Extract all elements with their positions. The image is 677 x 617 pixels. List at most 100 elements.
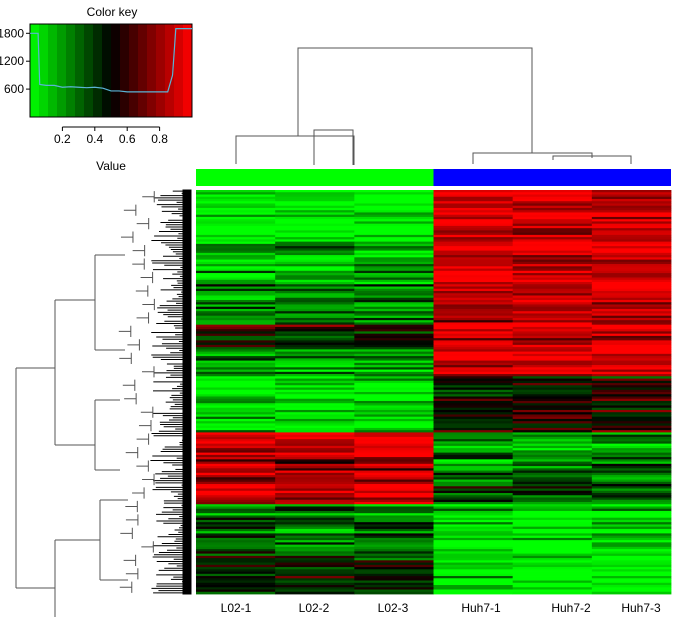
heatmap-cell: [354, 535, 434, 539]
heatmap-cell: [433, 266, 514, 269]
heatmap-cell: [433, 445, 514, 449]
heatmap-cell: [196, 284, 276, 287]
heatmap-cell: [275, 439, 355, 442]
heatmap-cell: [512, 317, 593, 321]
heatmap-cell: [196, 508, 276, 512]
heatmap-cell: [433, 587, 514, 590]
heatmap-cell: [275, 344, 355, 348]
heatmap-cell: [196, 445, 276, 449]
heatmap-cell: [591, 506, 672, 510]
heatmap-cell: [512, 439, 593, 442]
heatmap-cell: [433, 367, 514, 370]
heatmap-cell: [354, 340, 434, 344]
heatmap-cell: [433, 324, 514, 328]
heatmap-cell: [354, 481, 434, 485]
heatmap-cell: [196, 324, 276, 328]
heatmap-cell: [591, 481, 672, 485]
heatmap-cell: [354, 304, 434, 308]
heatmap-cell: [196, 517, 276, 521]
heatmap-cell: [591, 367, 672, 370]
heatmap-cell: [433, 385, 514, 388]
heatmap-cell: [196, 266, 276, 269]
heatmap-cell: [354, 412, 434, 415]
heatmap-cell: [512, 524, 593, 528]
heatmap-cell: [512, 484, 593, 487]
heatmap-cell: [591, 454, 672, 458]
heatmap-cell: [512, 470, 593, 474]
heatmap-cell: [591, 331, 672, 335]
color-key-step: [111, 24, 121, 117]
heatmap-cell: [275, 306, 355, 310]
heatmap-cell: [433, 259, 514, 263]
heatmap-cell: [591, 356, 672, 359]
heatmap-cell: [433, 203, 514, 207]
heatmap-cell: [196, 504, 276, 507]
heatmap-cell: [512, 252, 593, 256]
heatmap-cell: [275, 358, 355, 361]
heatmap-cell: [275, 369, 355, 373]
heatmap-cell: [354, 360, 434, 364]
heatmap-cell: [275, 580, 355, 584]
heatmap-cell: [591, 190, 672, 193]
heatmap-cell: [275, 585, 355, 588]
heatmap-cell: [591, 380, 672, 384]
heatmap-cell: [433, 270, 514, 274]
heatmap-cell: [512, 255, 593, 258]
heatmap-cell: [591, 349, 672, 352]
heatmap-cell: [354, 571, 434, 575]
heatmap-cell: [433, 248, 514, 251]
heatmap-cell: [354, 537, 434, 541]
heatmap-cell: [591, 203, 672, 207]
heatmap-cell: [512, 535, 593, 539]
heatmap-cell: [196, 365, 276, 368]
heatmap-cell: [196, 243, 276, 247]
heatmap-cell: [354, 439, 434, 442]
heatmap-cell: [591, 230, 672, 234]
heatmap-cell: [196, 295, 276, 299]
heatmap-cell: [275, 461, 355, 465]
heatmap-cell: [433, 347, 514, 350]
heatmap-cell: [512, 450, 593, 453]
heatmap-cell: [433, 214, 514, 218]
heatmap-cell: [433, 351, 514, 355]
heatmap-cell: [512, 501, 593, 505]
heatmap-cell: [196, 389, 276, 393]
heatmap-cell: [433, 434, 514, 438]
heatmap-cell: [354, 282, 434, 285]
heatmap-cell: [275, 360, 355, 364]
heatmap-cell: [591, 549, 672, 552]
heatmap-cell: [433, 555, 514, 559]
heatmap-cell: [275, 331, 355, 335]
heatmap-cell: [433, 306, 514, 310]
heatmap-cell: [275, 190, 355, 193]
heatmap-cell: [354, 497, 434, 501]
heatmap-cell: [196, 434, 276, 438]
heatmap-cell: [433, 198, 514, 202]
heatmap-cell: [512, 333, 593, 337]
heatmap-cell: [591, 392, 672, 395]
heatmap-cell: [275, 551, 355, 554]
heatmap-cell: [433, 216, 514, 220]
color-key-step: [30, 24, 40, 117]
heatmap-cell: [591, 439, 672, 442]
heatmap-cell: [196, 576, 276, 579]
heatmap-cell: [433, 383, 514, 386]
heatmap-cell: [512, 587, 593, 590]
heatmap-cell: [512, 311, 593, 314]
heatmap-cell: [196, 591, 276, 595]
heatmap-cell: [512, 560, 593, 563]
color-key-step: [165, 24, 175, 117]
heatmap-cell: [354, 510, 434, 514]
heatmap-cell: [196, 394, 276, 397]
heatmap-cell: [433, 567, 514, 570]
heatmap-cell: [196, 212, 276, 216]
heatmap-cell: [275, 317, 355, 321]
heatmap-cell: [512, 504, 593, 507]
heatmap-cell: [354, 291, 434, 294]
heatmap-cell: [196, 340, 276, 344]
row-dendrogram-branch: [140, 271, 154, 284]
heatmap-cell: [354, 351, 434, 355]
heatmap-cell: [591, 409, 672, 413]
heatmap-cell: [512, 284, 593, 287]
heatmap-cell: [591, 371, 672, 375]
